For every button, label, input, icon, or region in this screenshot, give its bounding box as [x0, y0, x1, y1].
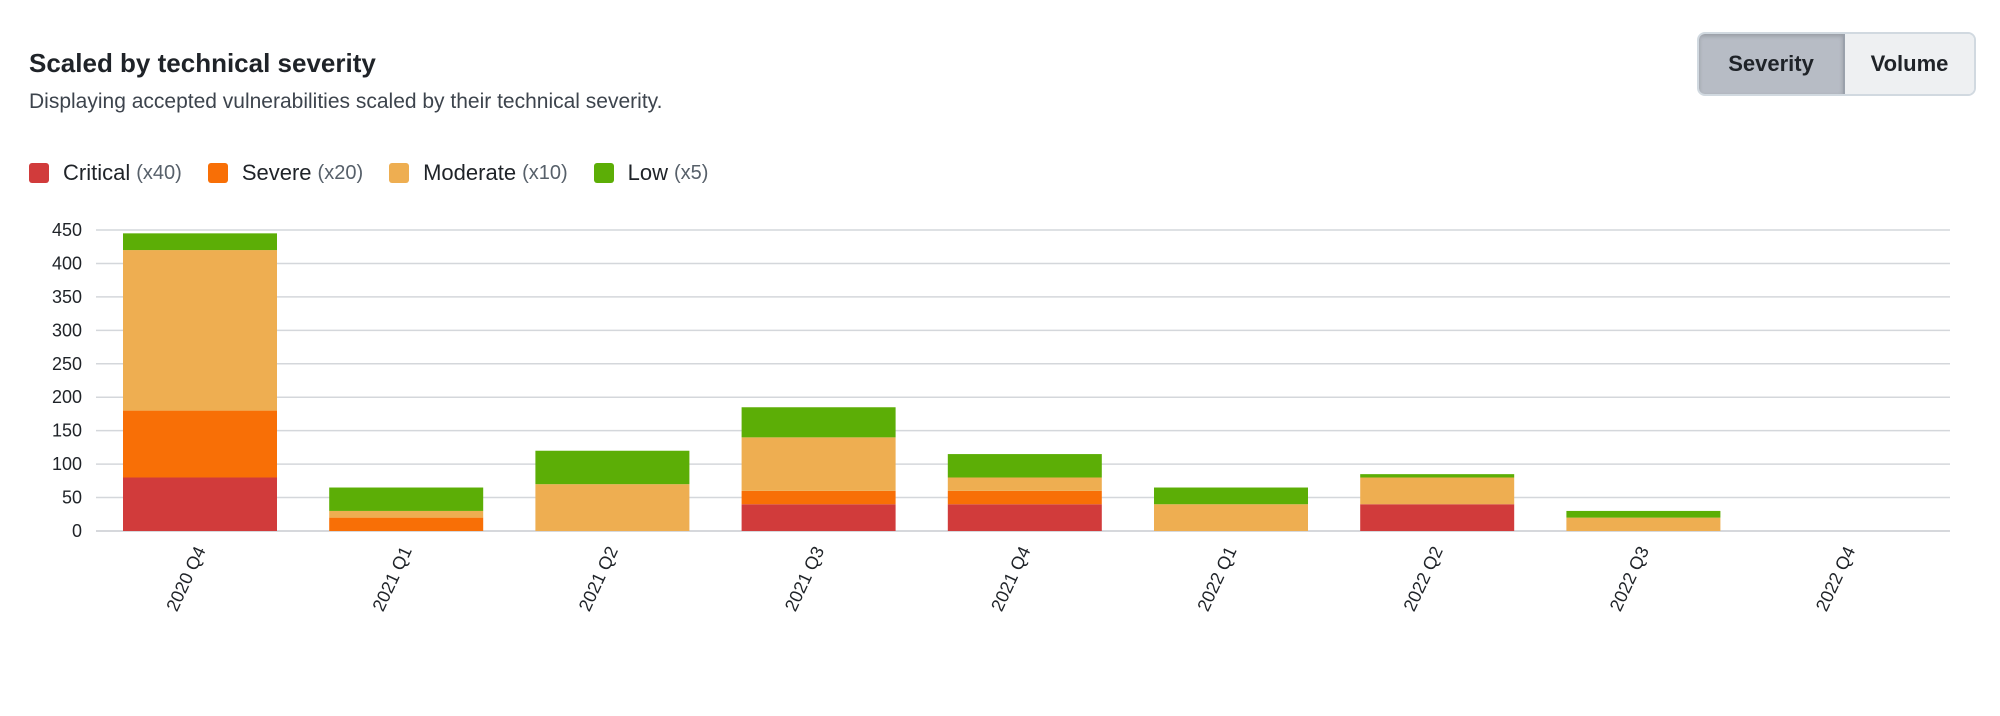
y-tick-label: 450 — [52, 220, 82, 240]
legend-multiplier-severe: (x20) — [317, 161, 364, 184]
bar-segment-low — [329, 487, 484, 511]
bar-segment-moderate — [947, 477, 1102, 491]
chart-legend: Critical (x40) Severe (x20) Moderate (x1… — [29, 160, 734, 186]
y-tick-label: 50 — [62, 488, 82, 508]
legend-swatch-moderate — [389, 163, 410, 183]
bar-segment-critical — [741, 504, 896, 531]
bar-segment-low — [947, 454, 1102, 478]
volume-toggle-button[interactable]: Volume — [1845, 34, 1974, 94]
legend-label-critical: Critical — [63, 160, 131, 185]
severity-toggle-button[interactable]: Severity — [1699, 34, 1845, 94]
x-tick-label: 2021 Q2 — [575, 543, 622, 614]
legend-item-critical: Critical (x40) — [29, 160, 182, 186]
bar-segment-severe — [741, 490, 896, 505]
bar-segment-moderate — [1566, 517, 1721, 531]
legend-label-low: Low — [627, 160, 668, 185]
chart-title: Scaled by technical severity — [29, 48, 376, 78]
x-tick-label: 2021 Q1 — [369, 543, 416, 614]
x-tick-label: 2021 Q3 — [781, 543, 828, 614]
chart-subtitle: Displaying accepted vulnerabilities scal… — [29, 90, 663, 113]
x-tick-label: 2021 Q4 — [987, 543, 1034, 614]
bar-segment-severe — [329, 517, 484, 531]
legend-swatch-severe — [207, 163, 228, 183]
legend-swatch-low — [593, 163, 614, 183]
legend-item-moderate: Moderate (x10) — [389, 160, 568, 186]
bar-segment-moderate — [535, 484, 690, 531]
bar-segment-moderate — [741, 437, 896, 491]
y-tick-label: 150 — [52, 421, 82, 441]
legend-multiplier-moderate: (x10) — [522, 161, 568, 184]
legend-swatch-critical — [29, 163, 49, 183]
bar-segment-severe — [947, 490, 1102, 505]
y-tick-label: 250 — [52, 354, 82, 374]
bar-segment-severe — [123, 410, 277, 478]
y-tick-label: 300 — [52, 320, 82, 340]
y-tick-label: 400 — [52, 253, 82, 273]
bar-segment-moderate — [123, 250, 277, 411]
bar-segment-low — [1566, 510, 1721, 518]
bar-segment-critical — [1360, 504, 1515, 531]
y-tick-label: 350 — [52, 287, 82, 307]
legend-label-moderate: Moderate — [423, 160, 517, 185]
y-tick-label: 0 — [72, 521, 82, 541]
bar-segment-low — [1154, 487, 1308, 505]
legend-item-low: Low (x5) — [593, 160, 709, 186]
bar-segment-critical — [947, 504, 1102, 531]
x-tick-label: 2022 Q3 — [1606, 543, 1653, 614]
bar-segment-critical — [123, 477, 277, 531]
bar-segment-low — [1360, 474, 1515, 478]
bar-segment-moderate — [1360, 477, 1515, 505]
legend-multiplier-critical: (x40) — [136, 161, 182, 184]
y-tick-label: 100 — [52, 454, 82, 474]
view-toggle: Severity Volume — [1697, 32, 1976, 96]
bar-segment-low — [123, 233, 277, 251]
x-tick-label: 2020 Q4 — [162, 543, 209, 614]
bar-segment-low — [535, 450, 690, 485]
y-tick-label: 200 — [52, 387, 82, 407]
x-tick-label: 2022 Q1 — [1193, 543, 1240, 614]
legend-item-severe: Severe (x20) — [207, 160, 364, 186]
legend-multiplier-low: (x5) — [674, 161, 709, 184]
x-tick-label: 2022 Q4 — [1812, 543, 1859, 614]
bar-segment-low — [741, 407, 896, 438]
bar-segment-moderate — [1154, 504, 1308, 531]
legend-label-severe: Severe — [241, 160, 312, 185]
bar-segment-moderate — [329, 510, 484, 518]
x-tick-label: 2022 Q2 — [1400, 543, 1447, 614]
